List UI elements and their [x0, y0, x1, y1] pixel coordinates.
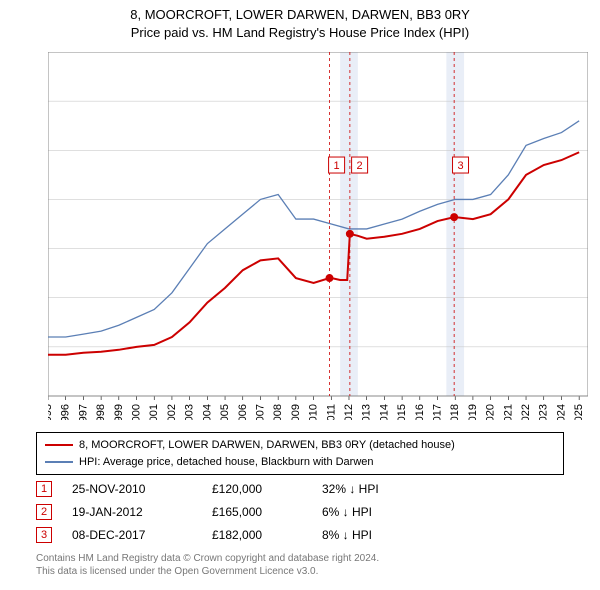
sale-date: 25-NOV-2010: [72, 478, 192, 501]
legend-swatch: [45, 444, 73, 446]
legend-item-property: 8, MOORCROFT, LOWER DARWEN, DARWEN, BB3 …: [45, 437, 555, 454]
chart-svg: £0£50K£100K£150K£200K£250K£300K£350K1995…: [48, 52, 588, 420]
svg-text:3: 3: [457, 160, 463, 172]
sale-marker-box: 2: [36, 504, 52, 520]
svg-text:2013: 2013: [361, 404, 373, 420]
svg-text:1996: 1996: [60, 404, 72, 420]
svg-text:2024: 2024: [555, 404, 567, 420]
sale-diff: 32% ↓ HPI: [322, 478, 442, 501]
svg-text:2021: 2021: [502, 404, 514, 420]
legend-label: HPI: Average price, detached house, Blac…: [79, 454, 374, 471]
svg-text:2004: 2004: [201, 404, 213, 420]
svg-text:2000: 2000: [131, 404, 143, 420]
title-line-1: 8, MOORCROFT, LOWER DARWEN, DARWEN, BB3 …: [0, 6, 600, 24]
credit: Contains HM Land Registry data © Crown c…: [36, 552, 564, 578]
svg-text:2003: 2003: [184, 404, 196, 420]
svg-text:2009: 2009: [290, 404, 302, 420]
legend-swatch: [45, 461, 73, 463]
sale-marker-box: 1: [36, 481, 52, 497]
svg-text:2005: 2005: [219, 404, 231, 420]
svg-text:2001: 2001: [148, 404, 160, 420]
svg-text:2011: 2011: [325, 404, 337, 420]
sale-date: 08-DEC-2017: [72, 524, 192, 547]
svg-text:2015: 2015: [396, 404, 408, 420]
sale-date: 19-JAN-2012: [72, 501, 192, 524]
svg-text:1995: 1995: [48, 404, 54, 420]
svg-text:2023: 2023: [538, 404, 550, 420]
svg-text:2002: 2002: [166, 404, 178, 420]
legend: 8, MOORCROFT, LOWER DARWEN, DARWEN, BB3 …: [36, 432, 564, 475]
sale-diff: 6% ↓ HPI: [322, 501, 442, 524]
sale-marker-box: 3: [36, 527, 52, 543]
sale-row: 2 19-JAN-2012 £165,000 6% ↓ HPI: [36, 501, 442, 524]
svg-text:1999: 1999: [113, 404, 125, 420]
svg-text:2020: 2020: [485, 404, 497, 420]
svg-text:2016: 2016: [414, 404, 426, 420]
svg-text:2014: 2014: [378, 404, 390, 420]
sale-price: £165,000: [212, 501, 302, 524]
credit-line: Contains HM Land Registry data © Crown c…: [36, 552, 564, 565]
svg-text:1998: 1998: [95, 404, 107, 420]
legend-label: 8, MOORCROFT, LOWER DARWEN, DARWEN, BB3 …: [79, 437, 455, 454]
sale-price: £120,000: [212, 478, 302, 501]
svg-text:2: 2: [357, 160, 363, 172]
svg-text:2018: 2018: [449, 404, 461, 420]
legend-item-hpi: HPI: Average price, detached house, Blac…: [45, 454, 555, 471]
svg-text:2012: 2012: [343, 404, 355, 420]
sale-price: £182,000: [212, 524, 302, 547]
title-line-2: Price paid vs. HM Land Registry's House …: [0, 24, 600, 42]
sale-row: 1 25-NOV-2010 £120,000 32% ↓ HPI: [36, 478, 442, 501]
page: 8, MOORCROFT, LOWER DARWEN, DARWEN, BB3 …: [0, 0, 600, 590]
svg-text:2022: 2022: [520, 404, 532, 420]
svg-text:1: 1: [334, 160, 340, 172]
svg-text:2006: 2006: [237, 404, 249, 420]
svg-text:2019: 2019: [467, 404, 479, 420]
chart-title: 8, MOORCROFT, LOWER DARWEN, DARWEN, BB3 …: [0, 0, 600, 42]
credit-line: This data is licensed under the Open Gov…: [36, 565, 564, 578]
line-chart: £0£50K£100K£150K£200K£250K£300K£350K1995…: [48, 52, 588, 420]
svg-text:2010: 2010: [308, 404, 320, 420]
sale-diff: 8% ↓ HPI: [322, 524, 442, 547]
sales-table: 1 25-NOV-2010 £120,000 32% ↓ HPI 2 19-JA…: [36, 478, 442, 546]
svg-text:1997: 1997: [77, 404, 89, 420]
svg-text:2008: 2008: [272, 404, 284, 420]
svg-text:2025: 2025: [573, 404, 585, 420]
svg-text:2007: 2007: [254, 404, 266, 420]
svg-text:2017: 2017: [432, 404, 444, 420]
sale-row: 3 08-DEC-2017 £182,000 8% ↓ HPI: [36, 524, 442, 547]
